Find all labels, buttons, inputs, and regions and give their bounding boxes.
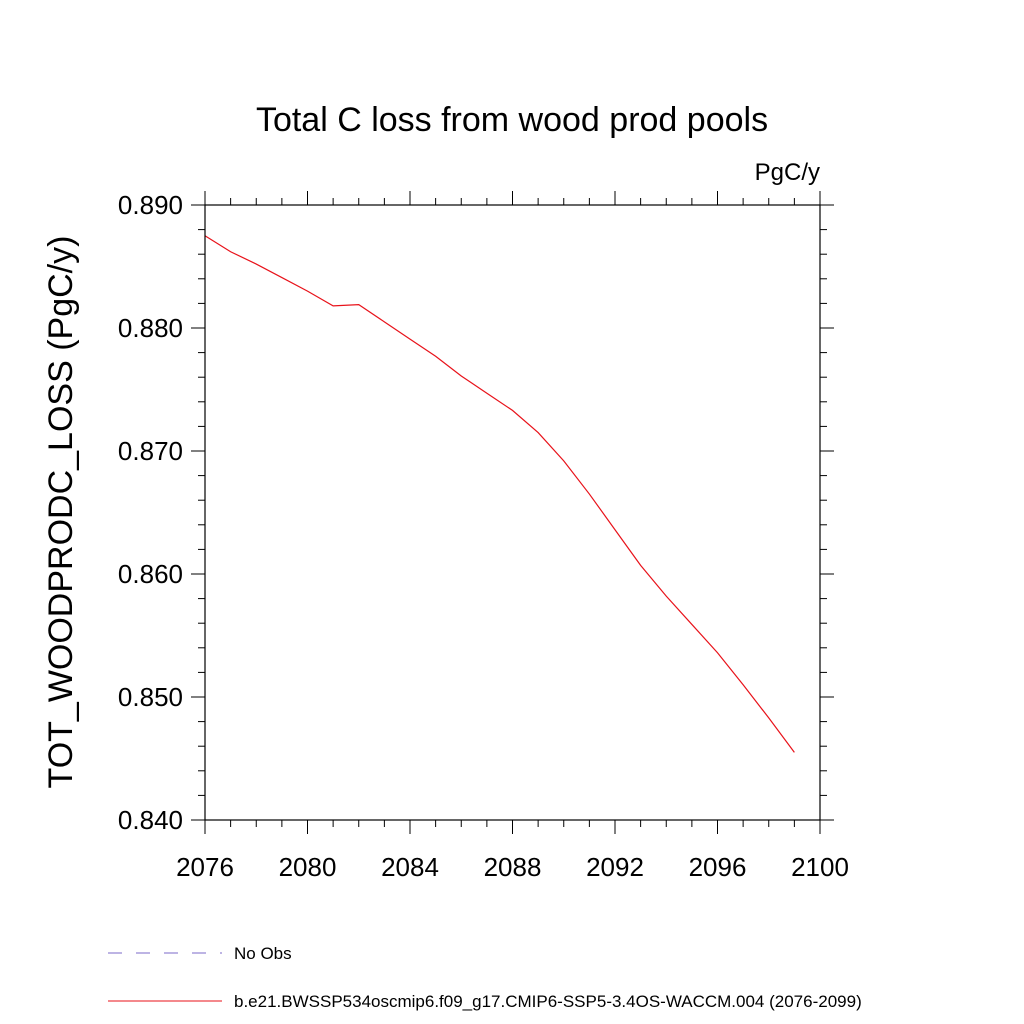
x-tick-label: 2084 — [381, 852, 439, 882]
plot-area — [204, 235, 795, 753]
x-tick-label: 2096 — [689, 852, 747, 882]
plot-frame — [204, 204, 821, 821]
chart-title: Total C loss from wood prod pools — [256, 101, 768, 139]
y-tick-label: 0.870 — [118, 436, 183, 466]
y-tick-label: 0.850 — [118, 682, 183, 712]
x-tick-label: 2088 — [484, 852, 542, 882]
units-label: PgC/y — [755, 159, 820, 186]
y-tick-label: 0.840 — [118, 805, 183, 835]
y-tick-label: 0.890 — [118, 190, 183, 220]
x-tick-label: 2100 — [791, 852, 849, 882]
axis-ticks: 2076 2080 2084 2088 2092 2096 2100 0.840 0.850 0.… — [118, 190, 849, 882]
legend: No Obs b.e21.BWSSP534oscmip6.f09_g17.CMIP… — [108, 944, 862, 1011]
y-tick-label: 0.860 — [118, 559, 183, 589]
legend-label-0: No Obs — [234, 944, 292, 963]
x-tick-label: 2092 — [586, 852, 644, 882]
x-tick-label: 2076 — [176, 852, 234, 882]
x-tick-label: 2080 — [279, 852, 337, 882]
series-line-1 — [204, 235, 795, 753]
legend-label-1: b.e21.BWSSP534oscmip6.f09_g17.CMIP6-SSP5… — [234, 992, 862, 1011]
y-axis-label: TOT_WOODPRODC_LOSS (PgC/y) — [42, 236, 80, 789]
y-tick-label: 0.880 — [118, 313, 183, 343]
